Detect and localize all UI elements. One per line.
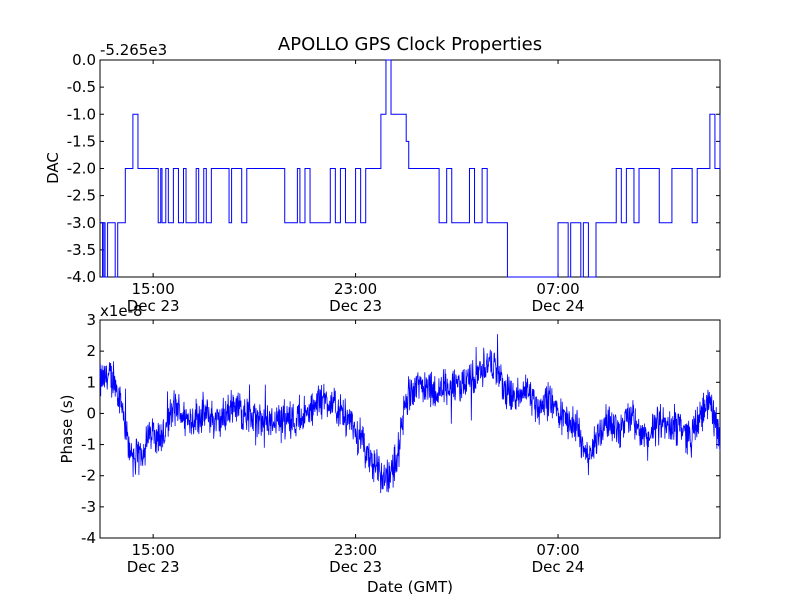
dac-y-tick-label: -4.0 [67, 268, 96, 286]
dac-y-tick-label: 0.0 [72, 51, 96, 69]
dac-y-tick-label: -0.5 [67, 78, 96, 96]
phase-y-axis-label: Phase (s) [58, 394, 76, 463]
phase-y-tick-label: 1 [86, 373, 96, 391]
phase-x-tick-date: Dec 23 [329, 558, 382, 576]
dac-panel: -5.265e3 DAC 0.0 -0.5 -1.0 -1.5 -2.0 -2.5 -3.0… [44, 41, 721, 315]
phase-y-tick-label: -3 [81, 498, 96, 516]
dac-y-tick-label: -3.5 [67, 241, 96, 259]
dac-x-tick-time: 15:00 [132, 280, 175, 298]
dac-y-axis-label: DAC [44, 152, 62, 184]
phase-y-tick-label: -1 [81, 436, 96, 454]
phase-x-tick-date: Dec 23 [127, 558, 180, 576]
phase-y-tick-label: 3 [86, 311, 96, 329]
chart-title: APOLLO GPS Clock Properties [278, 34, 542, 55]
phase-y-tick-label: -4 [81, 529, 96, 547]
phase-y-tick-label: -2 [81, 467, 96, 485]
dac-x-tick-date: Dec 23 [329, 297, 382, 315]
dac-y-tick-label: -1.5 [67, 132, 96, 150]
dac-y-tick-label: -1.0 [67, 105, 96, 123]
dac-x-tick-date: Dec 24 [532, 297, 585, 315]
dac-x-tick-date: Dec 23 [127, 297, 180, 315]
phase-y-tick-label: 0 [86, 404, 96, 422]
phase-plot-frame [99, 319, 721, 539]
dac-y-tick-label: -2.0 [67, 160, 96, 178]
phase-panel: x1e-8 Phase (s) Date (GMT) 3210-1-2-3-4 … [58, 302, 721, 596]
dac-series-line [100, 59, 721, 278]
phase-x-tick-time: 07:00 [536, 541, 579, 559]
x-axis-label: Date (GMT) [367, 578, 453, 596]
dac-x-tick-time: 07:00 [536, 280, 579, 298]
dac-offset-label: -5.265e3 [100, 41, 167, 59]
phase-offset-label: x1e-8 [100, 302, 143, 320]
phase-series-line [99, 334, 721, 494]
phase-x-tick-time: 23:00 [334, 541, 377, 559]
phase-y-tick-label: 2 [86, 342, 96, 360]
dac-y-tick-label: -3.0 [67, 214, 96, 232]
dac-x-tick-time: 23:00 [334, 280, 377, 298]
dac-y-tick-label: -2.5 [67, 187, 96, 205]
phase-x-tick-date: Dec 24 [532, 558, 585, 576]
phase-x-tick-time: 15:00 [132, 541, 175, 559]
